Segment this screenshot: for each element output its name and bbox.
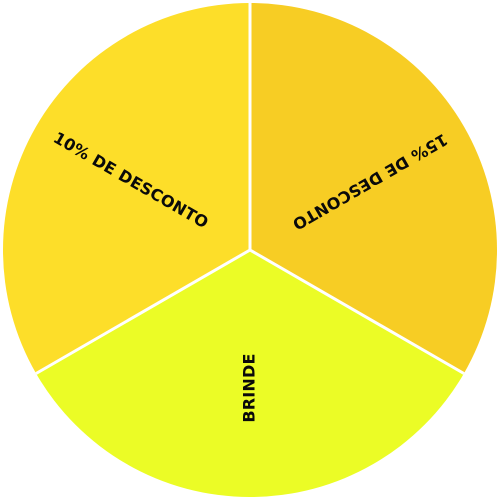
segment-label-brinde: BRINDE: [240, 353, 259, 422]
divider-line: [249, 248, 465, 375]
divider-line: [35, 248, 251, 375]
segment-10-discount[interactable]: [2, 3, 251, 374]
segment-dividers: [35, 3, 465, 375]
segment-15-discount[interactable]: [250, 2, 498, 374]
